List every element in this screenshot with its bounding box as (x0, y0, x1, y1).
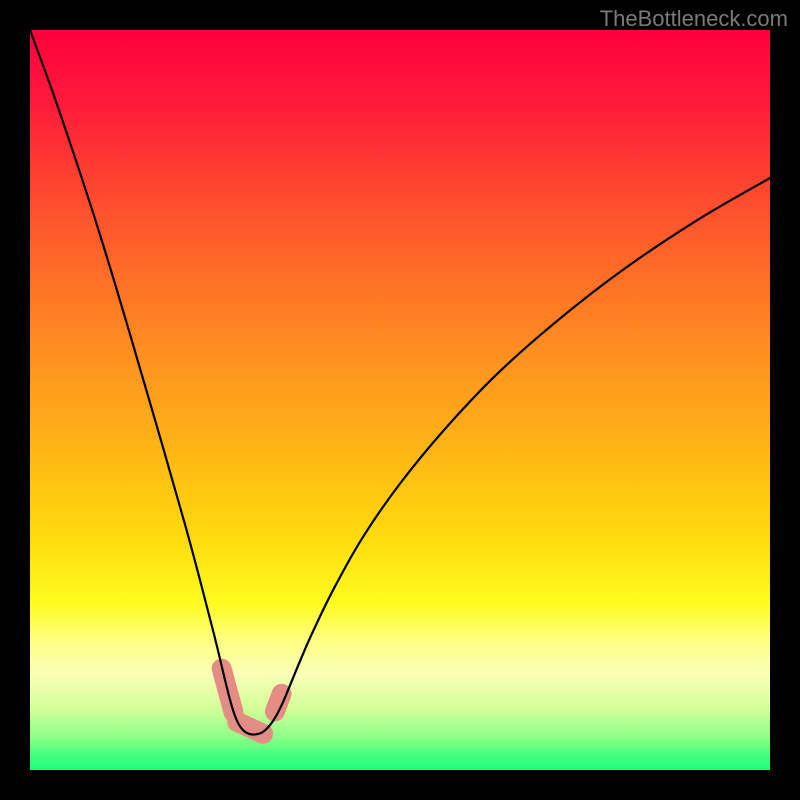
chart-frame: TheBottleneck.com (0, 0, 800, 800)
chart-svg (30, 30, 770, 770)
plot-area (30, 30, 770, 770)
watermark-text: TheBottleneck.com (600, 6, 788, 32)
gradient-background (30, 30, 770, 770)
